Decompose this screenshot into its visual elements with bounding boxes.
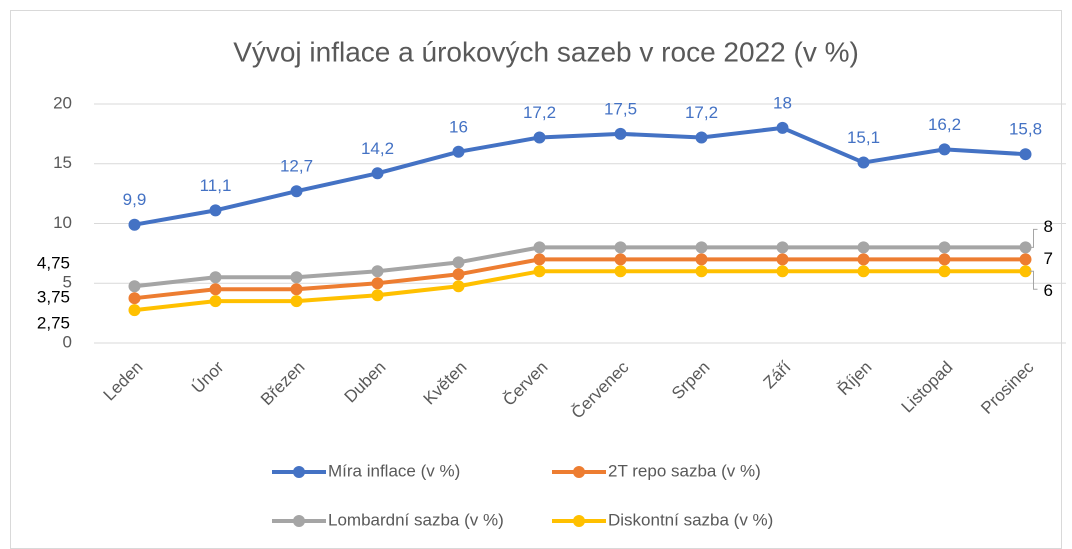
data-point (695, 253, 708, 266)
data-point (614, 127, 627, 140)
data-point (290, 271, 303, 284)
legend-swatch-marker (293, 466, 305, 478)
data-point (290, 295, 303, 308)
legend-label: Diskontní sazba (v %) (608, 510, 773, 529)
data-point (452, 256, 465, 269)
y-tick-label: 5 (63, 273, 72, 292)
data-point (128, 292, 141, 305)
data-point (452, 145, 465, 158)
data-point (776, 265, 789, 278)
data-point (857, 156, 870, 169)
data-point (452, 268, 465, 281)
data-point (695, 265, 708, 278)
data-point (857, 253, 870, 266)
data-point (695, 131, 708, 144)
data-point (1019, 253, 1032, 266)
data-point (614, 253, 627, 266)
legend-swatch-marker (573, 515, 585, 527)
data-point (533, 253, 546, 266)
data-label: 16 (449, 117, 468, 136)
data-point (776, 253, 789, 266)
data-point (290, 283, 303, 296)
data-label: 17,2 (523, 103, 556, 122)
data-point (371, 289, 384, 302)
series-line (134, 125, 1026, 227)
data-point (695, 241, 708, 254)
data-point (938, 143, 951, 156)
data-point (533, 131, 546, 144)
data-label: 8 (1044, 217, 1053, 236)
data-point (371, 265, 384, 278)
data-point (128, 218, 141, 231)
data-label: 9,9 (123, 190, 147, 209)
data-point (128, 304, 141, 317)
legend-swatch-marker (293, 515, 305, 527)
y-tick-label: 0 (63, 332, 72, 351)
data-point (209, 204, 222, 217)
data-label: 12,7 (280, 157, 313, 176)
data-point (1019, 265, 1032, 278)
data-point (857, 265, 870, 278)
chart-title: Vývoj inflace a úrokových sazeb v roce 2… (233, 36, 859, 67)
legend-label: 2T repo sazba (v %) (608, 461, 761, 480)
data-label: 17,2 (685, 103, 718, 122)
data-point (776, 241, 789, 254)
data-label: 4,75 (37, 254, 70, 273)
data-point (614, 265, 627, 278)
y-tick-label: 15 (53, 153, 72, 172)
data-label: 14,2 (361, 139, 394, 158)
data-point (452, 280, 465, 293)
data-point (614, 241, 627, 254)
data-point (371, 167, 384, 180)
y-tick-label: 10 (53, 213, 72, 232)
data-point (776, 121, 789, 134)
data-label: 7 (1044, 249, 1053, 268)
data-label: 6 (1044, 281, 1053, 300)
data-label: 18 (773, 93, 792, 112)
data-point (128, 280, 141, 293)
data-label: 3,75 (37, 288, 70, 307)
data-point (857, 241, 870, 254)
data-label: 15,1 (847, 128, 880, 147)
legend-swatch-marker (573, 466, 585, 478)
data-label: 16,2 (928, 115, 961, 134)
data-point (209, 271, 222, 284)
series-line (134, 257, 1026, 301)
legend-label: Lombardní sazba (v %) (328, 510, 504, 529)
data-point (1019, 148, 1032, 161)
data-label: 11,1 (200, 176, 232, 195)
data-point (938, 253, 951, 266)
y-tick-label: 20 (53, 93, 72, 112)
chart-frame (10, 10, 1062, 549)
data-point (938, 241, 951, 254)
data-label: 15,8 (1009, 120, 1042, 139)
data-point (371, 277, 384, 290)
data-point (209, 295, 222, 308)
data-point (1019, 241, 1032, 254)
data-point (209, 283, 222, 296)
label-leader (1029, 270, 1038, 290)
data-point (938, 265, 951, 278)
legend-label: Míra inflace (v %) (328, 461, 460, 480)
series-line (134, 245, 1026, 289)
data-point (533, 265, 546, 278)
data-label: 2,75 (37, 314, 70, 333)
series-line (134, 269, 1026, 313)
label-leader (1029, 228, 1038, 248)
data-point (533, 241, 546, 254)
data-point (290, 185, 303, 198)
data-label: 17,5 (604, 99, 637, 118)
